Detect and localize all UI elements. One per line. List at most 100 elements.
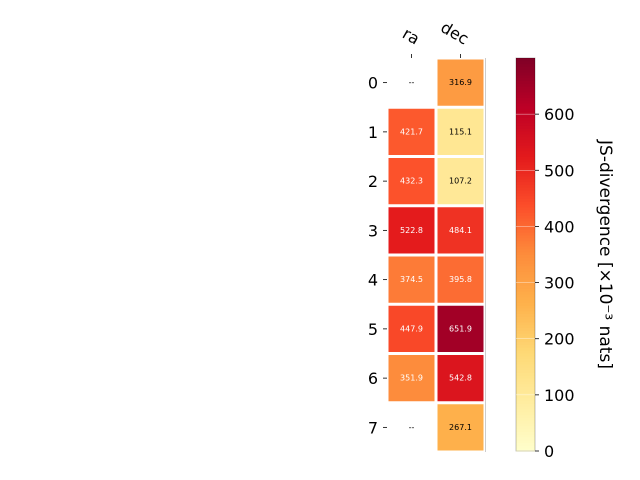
colorbar-segment: [516, 229, 535, 233]
colorbar-segment: [516, 234, 535, 239]
colorbar-segment: [516, 400, 535, 404]
colorbar-segment: [516, 125, 535, 129]
colorbar-segment: [516, 285, 535, 289]
colorbar-segment: [516, 442, 535, 446]
row-tick-label: 3: [368, 221, 378, 240]
cell-label: 651.9: [449, 324, 472, 333]
colorbar-segment: [516, 310, 535, 315]
colorbar-segment: [516, 128, 535, 132]
row-tick-label: 0: [368, 74, 378, 93]
colorbar-segment: [516, 63, 535, 68]
colorbar-segment: [516, 226, 535, 230]
column-tick-label: dec: [438, 18, 472, 49]
colorbar-segment: [516, 198, 535, 202]
colorbar-segment: [516, 248, 535, 253]
colorbar-segment: [516, 203, 535, 208]
colorbar-segment: [516, 178, 535, 183]
colorbar-segment: [516, 436, 535, 441]
colorbar-segment: [516, 386, 535, 390]
colorbar-tick-label: 500: [544, 161, 575, 180]
colorbar-segment: [516, 406, 535, 410]
colorbar-segment: [516, 218, 535, 222]
row-tick-label: 5: [368, 320, 378, 339]
colorbar-segment: [516, 246, 535, 250]
colorbar-segment: [516, 215, 535, 219]
colorbar-segment: [516, 290, 535, 295]
colorbar-segment: [516, 240, 535, 244]
colorbar-tick-label: 300: [544, 274, 575, 293]
colorbar-segment: [516, 114, 535, 118]
colorbar-segment: [516, 91, 535, 96]
cell-label: 395.8: [449, 275, 472, 284]
colorbar-segment: [516, 100, 535, 104]
colorbar-segment: [516, 296, 535, 301]
colorbar-segment: [516, 349, 535, 354]
heatmap-cell: [388, 355, 435, 402]
cell-label: 351.9: [400, 374, 423, 383]
colorbar-segment: [516, 80, 535, 84]
colorbar-segment: [516, 145, 535, 149]
colorbar-segment: [516, 445, 535, 449]
colorbar-segment: [516, 392, 535, 396]
cell-label: 421.7: [400, 127, 423, 136]
colorbar-segment: [516, 344, 535, 348]
colorbar-segment: [516, 274, 535, 278]
colorbar-segment: [516, 167, 535, 171]
colorbar-segment: [516, 232, 535, 236]
colorbar-segment: [516, 369, 535, 373]
colorbar-segment: [516, 378, 535, 382]
colorbar-segment: [516, 279, 535, 284]
heatmap-cell: [437, 256, 484, 303]
cell-label: 267.1: [449, 423, 472, 432]
colorbar-segment: [516, 184, 535, 188]
colorbar-segment: [516, 97, 535, 101]
colorbar-segment: [516, 333, 535, 337]
colorbar-segment: [516, 319, 535, 323]
colorbar-segment: [516, 130, 535, 135]
row-tick-label: 2: [368, 172, 378, 191]
colorbar-segment: [516, 136, 535, 141]
colorbar-segment: [516, 257, 535, 261]
colorbar-tick-label: 0: [544, 442, 554, 461]
colorbar-segment: [516, 74, 535, 79]
colorbar-segment: [516, 265, 535, 270]
colorbar-segment: [516, 288, 535, 292]
cell-label: 316.9: [449, 78, 472, 87]
colorbar-segment: [516, 243, 535, 247]
colorbar-segment: [516, 313, 535, 317]
colorbar-segment: [516, 434, 535, 438]
colorbar-segment: [516, 111, 535, 115]
colorbar-segment: [516, 116, 535, 121]
colorbar-tick-label: 400: [544, 217, 575, 236]
colorbar-segment: [516, 358, 535, 362]
colorbar-segment: [516, 316, 535, 320]
colorbar-segment: [516, 335, 535, 340]
colorbar-segment: [516, 302, 535, 306]
colorbar-segment: [516, 220, 535, 225]
colorbar-tick-label: 200: [544, 330, 575, 349]
colorbar-segment: [516, 428, 535, 432]
colorbar-segment: [516, 366, 535, 371]
heatmap-cell: [388, 108, 435, 155]
heatmap-cell: [437, 355, 484, 402]
colorbar-segment: [516, 83, 535, 87]
colorbar-segment: [516, 408, 535, 413]
colorbar-segment: [516, 403, 535, 407]
colorbar-label: JS-divergence [×10⁻³ nats]: [595, 139, 615, 369]
colorbar-segment: [516, 293, 535, 298]
colorbar-segment: [516, 425, 535, 430]
row-tick-label: 4: [368, 271, 378, 290]
heatmap-cell: [437, 207, 484, 254]
heatmap-cell: [437, 59, 484, 106]
colorbar-segment: [516, 153, 535, 157]
heatmap-cell: [437, 158, 484, 205]
cell-label: 447.9: [400, 324, 423, 333]
colorbar-segment: [516, 147, 535, 152]
cell-label: --: [409, 423, 415, 432]
colorbar-segment: [516, 187, 535, 191]
cell-label: 484.1: [449, 226, 472, 235]
colorbar-segment: [516, 341, 535, 345]
colorbar-segment: [516, 448, 535, 452]
colorbar-segment: [516, 58, 535, 62]
colorbar-segment: [516, 307, 535, 312]
